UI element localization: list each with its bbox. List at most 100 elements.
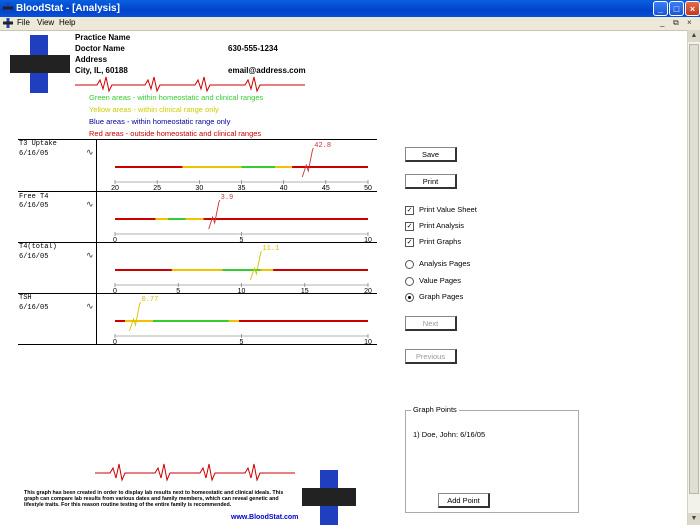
ekg-small-icon: ∿ xyxy=(86,250,94,260)
radio-label: Value Pages xyxy=(419,276,461,285)
checkbox-label: Print Graphs xyxy=(419,237,462,246)
bloodstat-logo-footer xyxy=(302,470,356,525)
add-point-button[interactable]: Add Point xyxy=(438,493,490,508)
next-button[interactable]: Next xyxy=(405,316,457,331)
previous-button[interactable]: Previous xyxy=(405,349,457,364)
radio-label: Analysis Pages xyxy=(419,259,471,268)
tick-label: 50 xyxy=(364,185,372,192)
value-label: 3.9 xyxy=(221,194,234,202)
checkbox-label: Print Value Sheet xyxy=(419,205,477,214)
free-t4-graph: 0 5 10 3.9 xyxy=(113,194,372,243)
value-marker xyxy=(208,199,221,230)
practice-name: Practice Name xyxy=(75,33,131,42)
mdi-close-button[interactable]: × xyxy=(687,18,692,27)
tick-label: 20 xyxy=(364,288,372,294)
checkbox-icon[interactable]: ✓ xyxy=(405,221,414,231)
mdi-minimize-button[interactable]: _ xyxy=(660,18,665,27)
analysis-pages-radio[interactable]: Analysis Pages xyxy=(405,259,470,269)
vertical-scrollbar[interactable]: ▲ ▼ xyxy=(687,30,700,525)
value-label: 42.8 xyxy=(314,142,331,150)
panel-date: 6/16/05 xyxy=(19,202,49,210)
tick-label: 10 xyxy=(364,339,372,345)
graph-point-item[interactable]: 1) Doe, John: 6/16/05 xyxy=(413,430,486,439)
graph-points-group: Graph Points 1) Doe, John: 6/16/05 Add P… xyxy=(405,405,579,513)
value-marker xyxy=(301,147,314,178)
ekg-small-icon: ∿ xyxy=(86,147,94,157)
legend-yellow: Yellow areas - within clinical range onl… xyxy=(89,105,219,114)
scroll-up-icon[interactable]: ▲ xyxy=(688,30,700,42)
ekg-small-icon: ∿ xyxy=(86,301,94,311)
tick-label: 25 xyxy=(153,185,161,192)
minimize-button[interactable]: _ xyxy=(653,1,668,16)
radio-label: Graph Pages xyxy=(419,292,464,301)
graph-points-legend: Graph Points xyxy=(411,405,459,414)
menu-help[interactable]: Help xyxy=(59,18,76,27)
panel-title: TSH xyxy=(19,294,32,302)
doctor-name: Doctor Name xyxy=(75,44,125,53)
tick-label: 0 xyxy=(113,288,117,294)
panel-divider xyxy=(18,139,377,140)
tick-label: 10 xyxy=(364,237,372,243)
tsh-graph: 0 5 10 0.77 xyxy=(113,296,372,345)
panel-title: T3 Uptake xyxy=(19,140,57,148)
tick-label: 15 xyxy=(301,288,309,294)
legend-green: Green areas - within homeostatic and cli… xyxy=(89,93,264,102)
scroll-thumb[interactable] xyxy=(689,44,699,494)
menu-view[interactable]: View xyxy=(37,18,55,27)
practice-address: Address xyxy=(75,55,108,64)
checkbox-icon[interactable]: ✓ xyxy=(405,205,414,215)
practice-city: City, IL, 60188 xyxy=(75,66,128,75)
tick-label: 35 xyxy=(238,185,246,192)
value-label: 11.1 xyxy=(262,245,279,253)
legend-red: Red areas - outside homeostatic and clin… xyxy=(89,129,262,138)
print-analysis-checkbox[interactable]: ✓ Print Analysis xyxy=(405,221,464,231)
ekg-small-icon: ∿ xyxy=(86,199,94,209)
value-marker xyxy=(129,301,141,332)
radio-icon[interactable] xyxy=(405,259,414,269)
print-button[interactable]: Print xyxy=(405,174,457,189)
bloodstat-logo xyxy=(10,35,70,93)
footer-disclaimer: This graph has been created in order to … xyxy=(24,490,284,509)
tick-label: 30 xyxy=(195,185,203,192)
practice-email: email@address.com xyxy=(228,66,306,75)
value-label: 0.77 xyxy=(141,296,158,304)
graph-pages-radio[interactable]: Graph Pages xyxy=(405,292,463,302)
print-value-sheet-checkbox[interactable]: ✓ Print Value Sheet xyxy=(405,205,477,215)
save-button[interactable]: Save xyxy=(405,147,457,162)
panel-title: Free T4 xyxy=(19,193,49,201)
mdi-restore-button[interactable]: ⧉ xyxy=(673,18,679,27)
maximize-button[interactable]: □ xyxy=(669,1,684,16)
tick-label: 0 xyxy=(113,237,117,243)
tick-label: 20 xyxy=(111,185,119,192)
title-bar: BloodStat - [Analysis] _ □ × xyxy=(0,0,700,17)
panel-divider xyxy=(18,242,377,243)
t3-uptake-graph: 20 25 30 35 40 45 50 42.8 xyxy=(111,142,372,192)
tick-label: 5 xyxy=(240,237,244,243)
panel-title: T4(total) xyxy=(19,243,57,251)
panel-divider xyxy=(18,293,377,294)
panel-date: 6/16/05 xyxy=(19,150,49,158)
menu-file[interactable]: File xyxy=(17,18,30,27)
value-marker xyxy=(249,250,262,281)
panel-vertical-divider xyxy=(96,139,97,344)
tick-label: 5 xyxy=(176,288,180,294)
tick-label: 40 xyxy=(280,185,288,192)
checkbox-icon[interactable]: ✓ xyxy=(405,237,414,247)
radio-icon[interactable] xyxy=(405,276,414,286)
panel-divider xyxy=(18,191,377,192)
scroll-down-icon[interactable]: ▼ xyxy=(688,513,700,525)
footer-url[interactable]: www.BloodStat.com xyxy=(231,514,299,521)
tick-label: 45 xyxy=(322,185,330,192)
radio-selected-icon[interactable] xyxy=(405,292,414,302)
print-graphs-checkbox[interactable]: ✓ Print Graphs xyxy=(405,237,461,247)
ekg-line-header xyxy=(75,76,305,93)
practice-phone: 630-555-1234 xyxy=(228,44,278,53)
close-button[interactable]: × xyxy=(685,1,700,16)
panel-date: 6/16/05 xyxy=(19,253,49,261)
panel-date: 6/16/05 xyxy=(19,304,49,312)
app-menu-icon[interactable] xyxy=(3,18,13,28)
value-pages-radio[interactable]: Value Pages xyxy=(405,276,461,286)
checkbox-label: Print Analysis xyxy=(419,221,465,230)
app-icon xyxy=(3,3,13,13)
menu-bar: File View Help _ ⧉ × xyxy=(0,17,700,31)
